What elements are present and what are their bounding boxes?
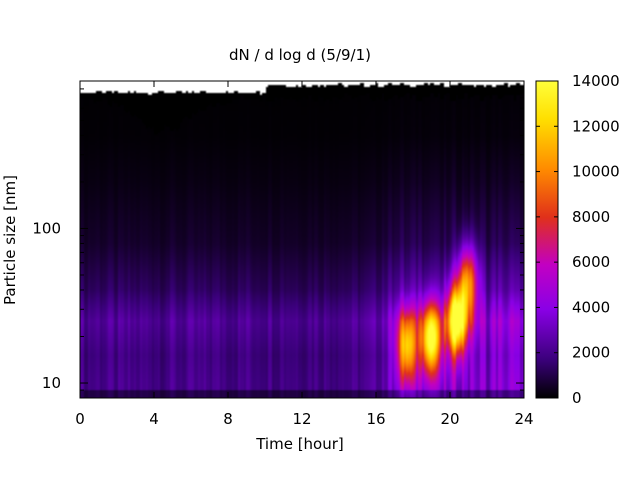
colorbar-tick-label: 14000 (572, 72, 620, 90)
x-tick-label: 20 (440, 410, 459, 428)
colorbar-tick-label: 6000 (572, 253, 610, 271)
y-axis-label: Particle size [nm] (1, 175, 19, 305)
colorbar-tick-label: 12000 (572, 117, 620, 135)
colorbar-tick-label: 0 (572, 389, 582, 407)
heatmap-image (80, 81, 524, 398)
x-tick-label: 12 (292, 410, 311, 428)
colorbar-frame (535, 80, 559, 399)
x-tick-label: 24 (514, 410, 533, 428)
chart-title: dN / d log d (5/9/1) (229, 46, 371, 64)
colorbar-tick-label: 4000 (572, 298, 610, 316)
x-tick-label: 16 (366, 410, 385, 428)
colorbar (536, 81, 558, 398)
y-tick-label: 100 (32, 219, 61, 237)
colorbar-axis: 0 2000 4000 6000 8000 10000 12000 14000 (536, 72, 620, 407)
y-axis: 10 100 (32, 80, 524, 392)
x-tick-label: 8 (223, 410, 233, 428)
x-tick-label: 4 (149, 410, 159, 428)
x-tick-label: 0 (75, 410, 85, 428)
x-axis-label: Time [hour] (255, 435, 344, 453)
colorbar-tick-label: 10000 (572, 163, 620, 181)
x-axis: 0 4 8 12 16 20 24 (75, 81, 534, 428)
colorbar-tick-label: 2000 (572, 344, 610, 362)
colorbar-tick-label: 8000 (572, 208, 610, 226)
y-tick-label: 10 (42, 374, 61, 392)
